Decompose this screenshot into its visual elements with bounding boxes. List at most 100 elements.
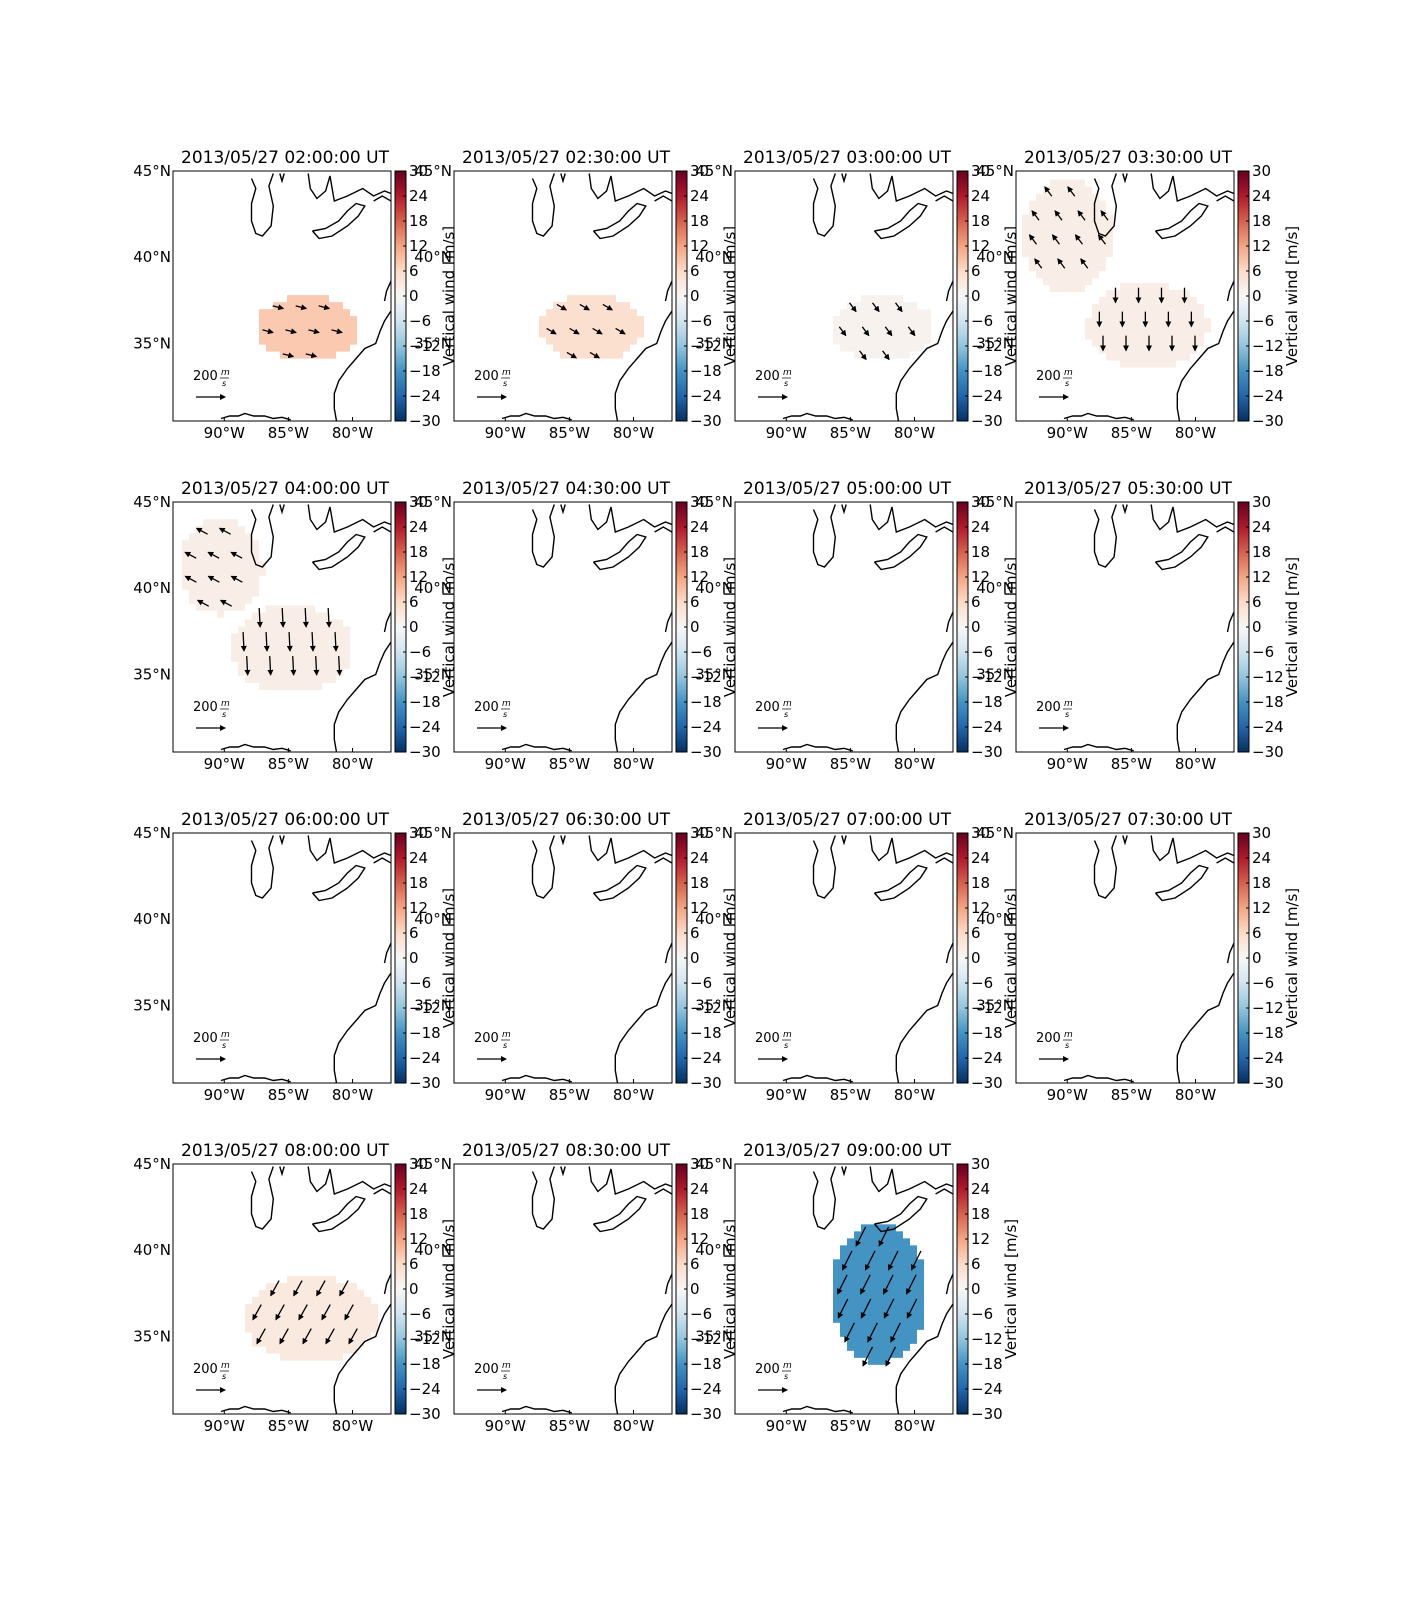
reference-vector-label: 200 [755, 1031, 780, 1046]
lat-tick-label: 45°N [133, 162, 171, 180]
coastline [1226, 611, 1234, 633]
coastline [383, 280, 391, 302]
reference-vector-unit-den: s [503, 710, 507, 719]
coastline [1226, 942, 1234, 964]
wind-vector [885, 1346, 897, 1367]
coastline [307, 504, 391, 533]
wind-vector [867, 1322, 878, 1343]
wind-vector [302, 608, 309, 628]
colorbar-tick-label: 24 [971, 187, 990, 205]
colorbar-label: Vertical wind [m/s] [1283, 888, 1301, 1028]
wind-cell [1029, 200, 1106, 209]
wind-vector [1034, 258, 1043, 269]
coastline [1150, 173, 1234, 202]
colorbar-tick-label: −12 [409, 337, 441, 355]
lat-tick-label: 45°N [976, 824, 1014, 842]
reference-vector-label: 200 [474, 1031, 499, 1046]
colorbar-tick-label: −18 [1252, 1024, 1284, 1042]
colorbar-tick-label: −12 [1252, 999, 1284, 1017]
reference-vector-unit-num: m [502, 699, 511, 709]
wind-cell [854, 1231, 903, 1239]
colorbar-tick-label: 6 [971, 1255, 981, 1273]
lat-tick-label: 45°N [414, 162, 452, 180]
wind-cell [553, 302, 630, 310]
reference-vector-unit-den: s [222, 710, 226, 719]
colorbar-tick-label: 30 [690, 493, 709, 511]
colorbar-tick-label: −12 [971, 1330, 1003, 1348]
colorbar-tick-label: 18 [690, 1205, 709, 1223]
colorbar-tick-label: 0 [971, 949, 981, 967]
lon-tick-label: 85°W [549, 755, 591, 773]
lon-tick-label: 90°W [766, 1086, 808, 1104]
lat-tick-label: 40°N [695, 910, 733, 928]
map-panel: 2013/05/27 06:00:00 UT 200 ms 90°W 85°W 80°W 3… [133, 810, 458, 1104]
lat-tick-label: 40°N [133, 910, 171, 928]
wind-cell [840, 1322, 924, 1330]
wind-cell [1029, 207, 1106, 216]
colorbar-tick-label: −24 [409, 1049, 441, 1067]
colorbar-tick-label: −18 [409, 1024, 441, 1042]
coastline [1176, 972, 1234, 1083]
colorbar-tick-label: −12 [409, 999, 441, 1017]
coastline [333, 310, 391, 421]
colorbar-tick-label: 30 [971, 824, 990, 842]
wind-vector [207, 551, 220, 559]
coastline [841, 835, 847, 846]
coastline [873, 864, 928, 902]
coastline [250, 173, 275, 237]
coastline [311, 1195, 366, 1233]
wind-cell [840, 1252, 917, 1260]
colorbar-tick-label: 18 [971, 1205, 990, 1223]
wind-cell [196, 603, 245, 611]
colorbar-tick-label: 0 [409, 1280, 419, 1298]
coastline [373, 1188, 391, 1195]
colorbar-tick-label: −18 [409, 362, 441, 380]
coastline [654, 195, 672, 202]
coastline [279, 504, 285, 515]
lat-tick-label: 35°N [133, 665, 171, 683]
colorbar-tick-label: 24 [971, 518, 990, 536]
coastline [945, 1273, 953, 1295]
lat-tick-label: 40°N [133, 579, 171, 597]
colorbar-tick-label: 12 [690, 237, 709, 255]
map-frame [172, 501, 392, 753]
map-background [1016, 502, 1234, 752]
coastline [383, 1273, 391, 1295]
coastline [895, 641, 953, 752]
wind-vector [887, 1250, 899, 1271]
wind-vector [871, 302, 880, 313]
map-frame [172, 1163, 392, 1415]
colorbar-tick-label: 6 [409, 924, 419, 942]
wind-cell [252, 1339, 364, 1347]
colorbar-tick-label: 12 [409, 899, 428, 917]
map-frame [734, 832, 954, 1084]
reference-vector-unit-den: s [503, 379, 507, 388]
wind-vector [860, 1298, 872, 1319]
wind-vector [298, 1304, 308, 1321]
colorbar-tick-label: 18 [1252, 543, 1271, 561]
wind-vector [844, 1322, 855, 1343]
coastline [588, 173, 672, 202]
coastline [501, 1405, 572, 1414]
wind-cell [203, 519, 238, 527]
coastline [307, 173, 391, 202]
coastline [531, 173, 556, 237]
lon-tick-label: 85°W [830, 1417, 872, 1435]
reference-vector-unit-num: m [502, 1030, 511, 1040]
lon-tick-label: 85°W [268, 755, 310, 773]
colorbar-tick-label: −24 [690, 1049, 722, 1067]
coastline [560, 504, 566, 515]
colorbar-tick-label: 0 [690, 1280, 700, 1298]
lat-tick-label: 35°N [695, 996, 733, 1014]
lat-tick-label: 45°N [976, 162, 1014, 180]
wind-vector [230, 551, 243, 559]
lat-tick-label: 40°N [414, 579, 452, 597]
wind-cell [259, 682, 322, 690]
lon-tick-label: 80°W [613, 755, 655, 773]
colorbar-tick-label: 30 [409, 162, 428, 180]
wind-cell [868, 1357, 889, 1365]
lat-tick-label: 35°N [976, 996, 1014, 1014]
panel-title: 2013/05/27 02:30:00 UT [462, 148, 671, 168]
map-background [1016, 833, 1234, 1083]
lat-tick-label: 35°N [414, 996, 452, 1014]
